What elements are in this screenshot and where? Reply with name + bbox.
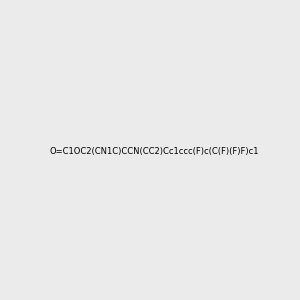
- Text: O=C1OC2(CN1C)CCN(CC2)Cc1ccc(F)c(C(F)(F)F)c1: O=C1OC2(CN1C)CCN(CC2)Cc1ccc(F)c(C(F)(F)F…: [49, 147, 259, 156]
